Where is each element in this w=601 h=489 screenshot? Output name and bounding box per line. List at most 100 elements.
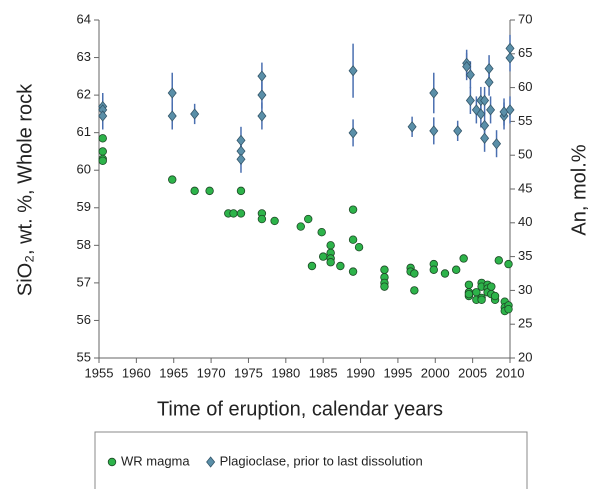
point xyxy=(380,282,389,291)
y2-axis-label: An, mol.% xyxy=(568,144,590,235)
point xyxy=(504,259,513,269)
point xyxy=(484,63,494,75)
point xyxy=(348,267,358,276)
y2-tick-label: 35 xyxy=(518,248,532,263)
y2-tick-label: 40 xyxy=(518,214,532,229)
x-tick-label: 1990 xyxy=(346,365,375,380)
point xyxy=(257,110,267,122)
point xyxy=(380,265,389,274)
point xyxy=(257,70,267,82)
point xyxy=(98,134,107,143)
y2-tick-label: 60 xyxy=(518,79,532,94)
point xyxy=(429,125,439,137)
point xyxy=(257,89,267,101)
point xyxy=(296,222,305,231)
y2-tick-label: 50 xyxy=(518,147,532,162)
x-tick-label: 2005 xyxy=(458,365,487,380)
y-tick-label: 62 xyxy=(77,87,91,102)
point xyxy=(459,254,468,263)
x-axis-label: Time of eruption, calendar years xyxy=(157,398,443,420)
point xyxy=(167,87,177,99)
point xyxy=(486,104,496,116)
point xyxy=(236,153,246,165)
point xyxy=(304,214,313,224)
point xyxy=(484,76,494,88)
point xyxy=(476,108,486,120)
point xyxy=(480,132,490,144)
y-tick-label: 60 xyxy=(77,162,91,177)
y2-tick-label: 65 xyxy=(518,45,532,60)
point xyxy=(318,252,328,261)
point xyxy=(490,291,500,301)
x-tick-label: 1975 xyxy=(234,365,263,380)
point xyxy=(494,256,503,265)
point xyxy=(336,261,345,271)
legend-box xyxy=(94,431,528,489)
y-tick-label: 59 xyxy=(77,199,91,214)
point xyxy=(505,52,515,64)
point xyxy=(168,175,177,184)
x-tick-label: 1995 xyxy=(383,365,412,380)
point xyxy=(98,156,107,166)
legend-label: WR magma xyxy=(121,453,190,468)
point xyxy=(348,65,358,77)
point xyxy=(480,94,490,107)
point xyxy=(236,134,246,146)
y-tick-label: 57 xyxy=(77,274,91,289)
point xyxy=(429,87,439,99)
y-tick-label: 58 xyxy=(77,237,91,252)
x-tick-label: 2000 xyxy=(421,365,450,380)
point xyxy=(462,61,472,73)
x-tick-label: 2010 xyxy=(496,365,525,380)
point xyxy=(471,104,481,116)
point xyxy=(465,94,475,107)
x-tick-label: 1955 xyxy=(85,365,114,380)
point xyxy=(348,205,358,214)
point xyxy=(326,258,335,267)
point xyxy=(236,209,246,218)
y2-tick-label: 20 xyxy=(518,349,532,364)
point xyxy=(453,125,463,137)
point xyxy=(505,42,515,55)
point xyxy=(190,186,199,196)
point xyxy=(504,304,513,314)
point xyxy=(98,110,108,122)
point xyxy=(407,121,417,133)
point xyxy=(326,241,335,250)
point xyxy=(167,110,177,122)
x-tick-label: 1960 xyxy=(122,365,151,380)
x-tick-label: 1965 xyxy=(159,365,188,380)
y-tick-label: 63 xyxy=(77,49,91,64)
y-axis-label: SiO₂, wt. %, Whole rock xyxy=(14,83,36,296)
point xyxy=(190,108,200,120)
point xyxy=(348,235,358,244)
point xyxy=(410,269,419,278)
point xyxy=(487,282,496,291)
point xyxy=(465,69,475,81)
point xyxy=(429,265,438,274)
point xyxy=(477,295,486,304)
legend-marker xyxy=(206,456,216,468)
point xyxy=(317,227,326,237)
y2-tick-label: 25 xyxy=(518,316,532,331)
point xyxy=(236,186,246,196)
point xyxy=(451,265,461,274)
point xyxy=(440,269,450,278)
point xyxy=(307,261,317,271)
y2-tick-label: 30 xyxy=(518,282,532,297)
point xyxy=(410,286,419,295)
point xyxy=(205,186,214,196)
y2-tick-label: 55 xyxy=(518,113,532,128)
x-tick-label: 1970 xyxy=(197,365,226,380)
y2-tick-label: 45 xyxy=(518,180,532,195)
legend-label: Plagioclase, prior to last dissolution xyxy=(220,453,423,468)
point xyxy=(98,147,107,156)
y2-tick-label: 70 xyxy=(518,11,532,26)
y-tick-label: 64 xyxy=(77,11,91,26)
y-tick-label: 61 xyxy=(77,124,91,139)
point xyxy=(480,119,490,132)
point xyxy=(257,214,267,224)
legend-marker xyxy=(107,457,117,467)
y-tick-label: 55 xyxy=(77,349,91,364)
